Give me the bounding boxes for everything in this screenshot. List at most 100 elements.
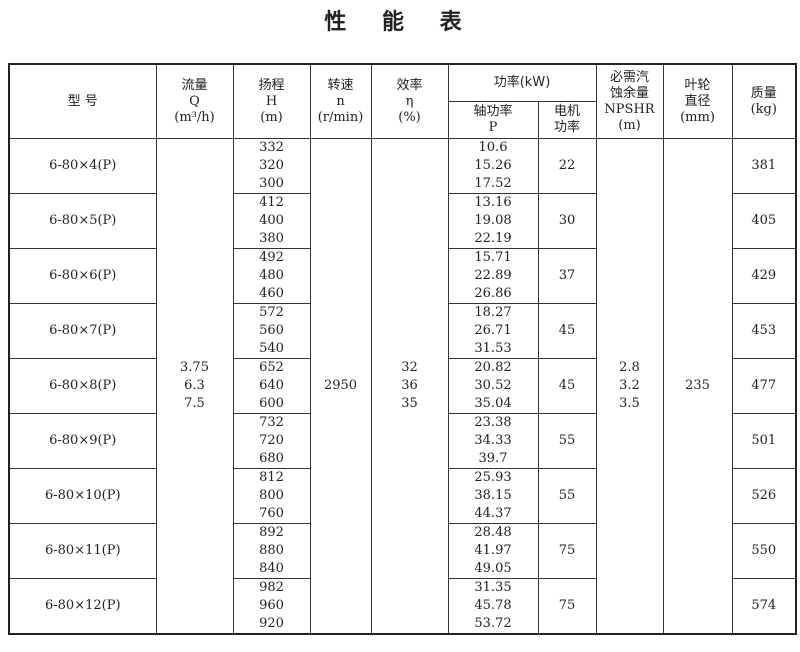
table-row: 6-80×6(P) 492 480 460 15.71 22.89 26.86 37 429 bbox=[8, 248, 797, 304]
motor-power-cell: 37 bbox=[537, 248, 597, 304]
header-shaft-power-label: 轴功率 bbox=[473, 104, 513, 119]
shaft-power-cell: 10.6 15.26 17.52 bbox=[447, 138, 539, 194]
shaft-power-cell: 18.27 26.71 31.53 bbox=[447, 303, 539, 359]
header-efficiency-label: 效率 bbox=[396, 77, 423, 93]
shaft-power-cell-value: 19.08 bbox=[474, 213, 512, 228]
shaft-power-cell-value: 44.37 bbox=[474, 506, 512, 521]
header-speed-unit: (r/min) bbox=[317, 109, 364, 125]
model-cell: 6-80×8(P) bbox=[8, 358, 157, 414]
head-cell-value: 540 bbox=[259, 341, 284, 356]
motor-power-cell: 55 bbox=[537, 468, 597, 524]
motor-power-cell: 45 bbox=[537, 303, 597, 359]
header-flow-unit: (m³/h) bbox=[174, 109, 215, 125]
head-cell-value: 652 bbox=[259, 360, 284, 375]
shaft-power-cell: 25.93 38.15 44.37 bbox=[447, 468, 539, 524]
head-cell: 812 800 760 bbox=[232, 468, 311, 524]
impeller-cell: 235 bbox=[662, 138, 733, 635]
shaft-power-cell: 23.38 34.33 39.7 bbox=[447, 413, 539, 469]
header-shaft-power-symbol: P bbox=[488, 120, 498, 135]
header-motor-power-label-1: 电机 bbox=[553, 104, 580, 119]
head-cell-value: 300 bbox=[259, 176, 284, 191]
performance-table: 型 号 流量 Q (m³/h) 扬程 H (m) 转速 n (r/min) 效率… bbox=[8, 63, 797, 635]
header-npshr-unit: (m) bbox=[618, 117, 641, 133]
shaft-power-cell: 13.16 19.08 22.19 bbox=[447, 193, 539, 249]
header-npshr-symbol: NPSHR bbox=[604, 101, 655, 117]
mass-cell: 477 bbox=[731, 358, 797, 414]
header-head-label: 扬程 bbox=[258, 77, 285, 93]
shaft-power-cell-value: 22.19 bbox=[474, 231, 512, 246]
head-cell-value: 320 bbox=[259, 158, 284, 173]
shaft-power-cell-value: 31.35 bbox=[474, 580, 512, 595]
header-npshr-label-1: 必需汽 bbox=[609, 69, 649, 85]
motor-power-cell: 30 bbox=[537, 193, 597, 249]
mass-cell: 526 bbox=[731, 468, 797, 524]
efficiency-cell-value: 36 bbox=[401, 378, 418, 393]
head-cell-value: 880 bbox=[259, 543, 284, 558]
shaft-power-cell-value: 22.89 bbox=[474, 268, 512, 283]
shaft-power-cell-value: 41.97 bbox=[474, 543, 512, 558]
header-motor-power-label-2: 功率 bbox=[553, 120, 580, 135]
shaft-power-cell-value: 26.86 bbox=[474, 286, 512, 301]
head-cell: 892 880 840 bbox=[232, 523, 311, 579]
speed-cell: 2950 bbox=[309, 138, 372, 635]
shaft-power-cell-value: 35.04 bbox=[474, 396, 512, 411]
header-speed: 转速 n (r/min) bbox=[309, 63, 372, 139]
model-cell: 6-80×5(P) bbox=[8, 193, 157, 249]
model-cell: 6-80×6(P) bbox=[8, 248, 157, 304]
flow-cell-value: 7.5 bbox=[184, 396, 205, 411]
head-cell: 412 400 380 bbox=[232, 193, 311, 249]
motor-power-cell: 75 bbox=[537, 523, 597, 579]
shaft-power-cell: 15.71 22.89 26.86 bbox=[447, 248, 539, 304]
npshr-cell-value: 3.2 bbox=[619, 378, 640, 393]
model-cell: 6-80×7(P) bbox=[8, 303, 157, 359]
head-cell-value: 760 bbox=[259, 506, 284, 521]
header-head-unit: (m) bbox=[260, 109, 283, 125]
header-impeller-unit: (mm) bbox=[680, 109, 715, 125]
head-cell-value: 460 bbox=[259, 286, 284, 301]
model-cell: 6-80×9(P) bbox=[8, 413, 157, 469]
header-efficiency: 效率 η (%) bbox=[370, 63, 449, 139]
flow-cell-value: 6.3 bbox=[184, 378, 205, 393]
head-cell-value: 572 bbox=[259, 305, 284, 320]
header-efficiency-symbol: η bbox=[405, 93, 414, 109]
mass-cell: 381 bbox=[731, 138, 797, 194]
header-mass: 质量 (kg) bbox=[731, 63, 797, 139]
header-head-symbol: H bbox=[265, 93, 278, 109]
shaft-power-cell-value: 28.48 bbox=[474, 525, 512, 540]
head-cell: 492 480 460 bbox=[232, 248, 311, 304]
header-impeller-label-1: 叶轮 bbox=[684, 77, 711, 93]
head-cell-value: 492 bbox=[259, 250, 284, 265]
head-cell-value: 412 bbox=[259, 195, 284, 210]
table-row: 6-80×4(P) 3.75 6.3 7.5 332 320 300 2950 32 36 35 10… bbox=[8, 138, 797, 635]
header-speed-label: 转速 bbox=[327, 77, 354, 93]
head-cell-value: 400 bbox=[259, 213, 284, 228]
shaft-power-cell-value: 38.15 bbox=[474, 488, 512, 503]
model-cell: 6-80×12(P) bbox=[8, 578, 157, 635]
shaft-power-cell: 31.35 45.78 53.72 bbox=[447, 578, 539, 635]
header-flow-label: 流量 bbox=[181, 77, 208, 93]
shaft-power-cell-value: 13.16 bbox=[474, 195, 512, 210]
head-cell-value: 332 bbox=[259, 140, 284, 155]
npshr-cell: 2.8 3.2 3.5 bbox=[595, 138, 664, 635]
head-cell-value: 560 bbox=[259, 323, 284, 338]
motor-power-cell: 22 bbox=[537, 138, 597, 194]
head-cell: 982 960 920 bbox=[232, 578, 311, 635]
head-cell-value: 640 bbox=[259, 378, 284, 393]
mass-cell: 429 bbox=[731, 248, 797, 304]
header-shaft-power: 轴功率 P bbox=[447, 101, 539, 139]
shaft-power-cell-value: 17.52 bbox=[474, 176, 512, 191]
model-cell: 6-80×4(P) bbox=[8, 138, 157, 194]
header-head: 扬程 H (m) bbox=[232, 63, 311, 139]
efficiency-cell-value: 32 bbox=[401, 360, 418, 375]
head-cell-value: 840 bbox=[259, 561, 284, 576]
flow-cell-value: 3.75 bbox=[180, 360, 209, 375]
table-row: 6-80×8(P) 652 640 600 20.82 30.52 35.04 45 477 bbox=[8, 358, 797, 414]
model-cell: 6-80×11(P) bbox=[8, 523, 157, 579]
head-cell: 572 560 540 bbox=[232, 303, 311, 359]
shaft-power-cell-value: 20.82 bbox=[474, 360, 512, 375]
head-cell-value: 600 bbox=[259, 396, 284, 411]
table-body: 6-80×4(P) 3.75 6.3 7.5 332 320 300 2950 32 36 35 10… bbox=[8, 138, 797, 635]
shaft-power-cell: 20.82 30.52 35.04 bbox=[447, 358, 539, 414]
head-cell-value: 812 bbox=[259, 470, 284, 485]
table-row: 6-80×7(P) 572 560 540 18.27 26.71 31.53 45 453 bbox=[8, 303, 797, 359]
